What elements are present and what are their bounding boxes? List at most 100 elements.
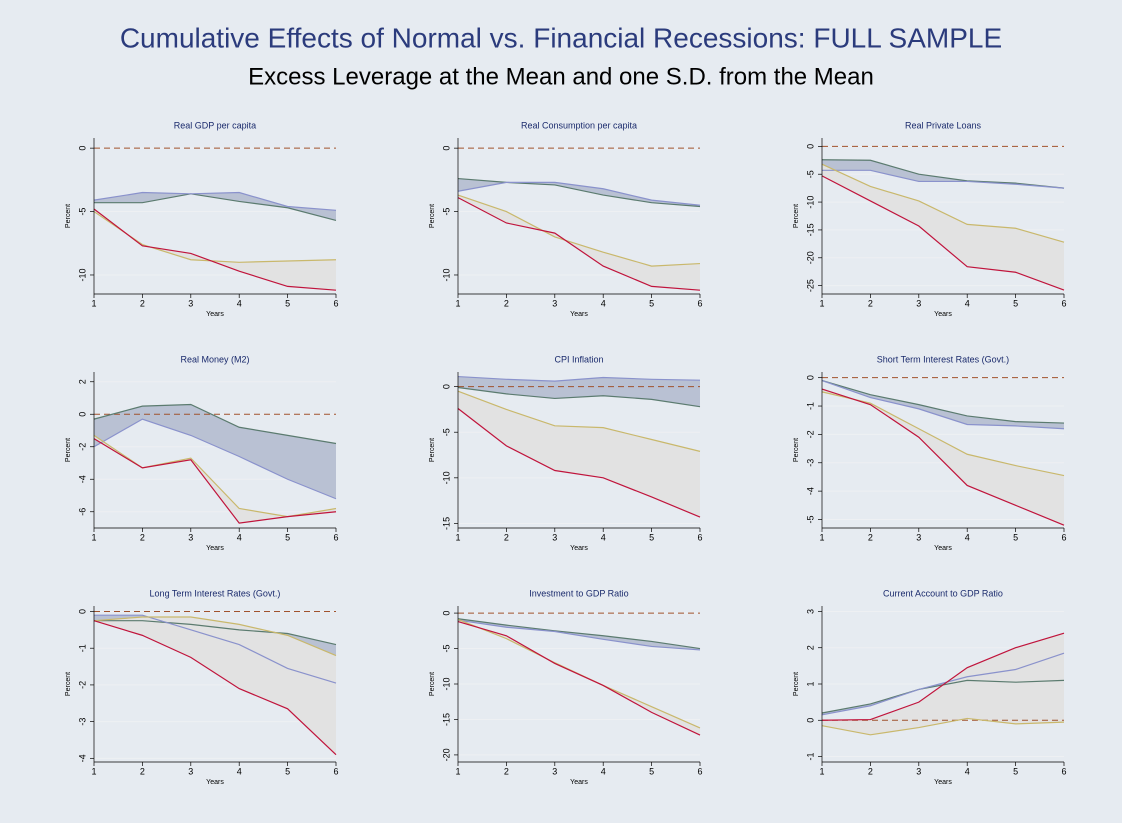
x-tick-label: 2 [140,298,145,308]
band [822,633,1064,735]
x-tick-label: 1 [91,298,96,308]
series-line [93,418,337,500]
y-axis-label: Percent [429,438,436,462]
y-tick-label: 1 [805,681,815,686]
x-tick-label: 3 [188,766,193,776]
y-tick-label: -4 [805,487,815,495]
x-axis-label: Years [206,311,224,318]
series-line [821,175,1065,291]
band [822,389,1064,526]
series-line [821,388,1065,526]
x-tick-label: 2 [140,532,145,542]
page-title: Cumulative Effects of Normal vs. Financi… [120,22,1002,53]
x-axis-label: Years [570,545,588,552]
band [458,618,700,650]
y-tick-label: -10 [441,268,451,281]
x-tick-label: 6 [697,532,702,542]
panel: Current Account to GDP Ratio 3 2 1 0 -1 1 2 3 4 5 6… [793,588,1067,785]
series-line [821,379,1065,424]
x-tick-label: 5 [649,766,654,776]
y-tick-label: -2 [77,681,87,689]
series-line [821,652,1065,716]
x-tick-label: 5 [1013,298,1018,308]
x-tick-label: 5 [285,298,290,308]
x-tick-label: 3 [916,532,921,542]
x-tick-label: 4 [237,532,242,542]
x-tick-label: 2 [140,766,145,776]
panel-title: Real Money (M2) [180,354,249,364]
x-tick-label: 4 [237,298,242,308]
y-tick-label: -5 [441,208,451,216]
y-axis-label: Percent [793,204,800,228]
y-tick-label: -25 [805,279,815,292]
x-tick-label: 5 [649,532,654,542]
y-tick-label: -5 [77,208,87,216]
band [458,391,700,518]
y-tick-label: -4 [77,754,87,762]
panel-title: Investment to GDP Ratio [529,588,628,598]
y-tick-label: -20 [805,251,815,264]
x-axis-label: Years [934,545,952,552]
y-axis-label: Percent [65,672,72,696]
panel: Short Term Interest Rates (Govt.) 0 -1 -2 -3… [793,354,1067,551]
series-line [457,177,701,208]
x-tick-label: 2 [504,298,509,308]
panel: Long Term Interest Rates (Govt.) 0 -1 -2 -3 -… [65,588,339,785]
y-axis-label: Percent [65,438,72,462]
y-tick-label: 0 [441,146,451,151]
series-line [457,408,701,518]
x-tick-label: 6 [1061,766,1066,776]
x-tick-label: 4 [965,766,970,776]
y-tick-label: -2 [805,430,815,438]
x-tick-label: 1 [91,766,96,776]
x-tick-label: 3 [552,766,557,776]
x-tick-label: 1 [455,766,460,776]
x-tick-label: 6 [697,766,702,776]
series-line [93,620,337,756]
series-line [457,197,701,291]
x-tick-label: 5 [285,532,290,542]
series-line [93,403,337,445]
x-tick-label: 5 [1013,532,1018,542]
panel-title: Short Term Interest Rates (Govt.) [877,354,1009,364]
y-tick-label: -20 [441,748,451,761]
series-line [457,375,701,382]
panel: Real Consumption per capita 0 -5 -10 1 2 3 4 5 6 Y… [429,120,703,317]
series-line [822,169,1065,189]
series-line [821,632,1065,721]
x-axis-label: Years [934,779,952,786]
series-line [821,163,1065,243]
panel: Real Private Loans 0 -5 -10 -15 -20 -25 1 2 3 4 5 6 Y… [793,120,1067,317]
x-tick-label: 1 [91,532,96,542]
y-tick-label: -10 [441,471,451,484]
band [94,192,336,221]
band [822,380,1064,429]
x-tick-label: 4 [965,532,970,542]
y-tick-label: 0 [77,412,87,417]
x-tick-label: 3 [552,298,557,308]
page-subtitle: Excess Leverage at the Mean and one S.D.… [248,63,874,90]
x-tick-label: 6 [697,298,702,308]
y-tick-label: 0 [805,375,815,380]
x-tick-label: 5 [1013,766,1018,776]
y-tick-label: 0 [441,611,451,616]
panel-title: Long Term Interest Rates (Govt.) [150,588,281,598]
band [458,178,700,207]
series-line [457,181,701,206]
series-line [93,191,337,211]
panel-title: Real GDP per capita [174,120,256,130]
x-tick-label: 5 [649,298,654,308]
panel: CPI Inflation 0 -5 -10 -15 1 2 3 4 5 6 Years Percent [429,354,703,551]
y-tick-label: -3 [805,459,815,467]
x-tick-label: 2 [868,766,873,776]
panel: Real Money (M2) 2 0 -2 -4 -6 1 2 3 4 5 6 Years Percen… [65,354,339,551]
series-line [457,194,701,267]
x-tick-label: 1 [819,766,824,776]
series-line [457,390,701,452]
band [458,376,700,407]
series-line [821,717,1065,736]
panel-title: CPI Inflation [554,354,603,364]
x-tick-label: 6 [1061,298,1066,308]
y-tick-label: -6 [77,508,87,516]
panel-title: Real Private Loans [905,120,982,130]
